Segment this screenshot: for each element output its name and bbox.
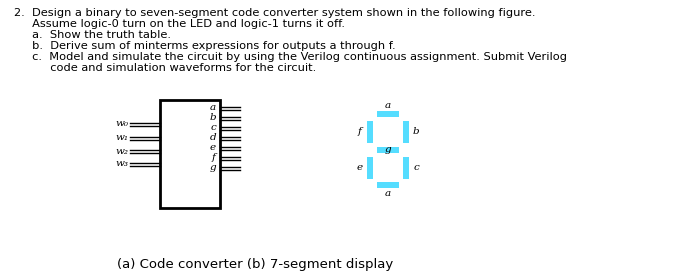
Text: e: e [357, 163, 363, 172]
Bar [403, 156, 409, 178]
Bar [160, 100, 220, 208]
Text: 2.  Design a binary to seven-segment code converter system shown in the followin: 2. Design a binary to seven-segment code… [14, 8, 536, 18]
Text: f: f [358, 128, 362, 137]
Text: w₂: w₂ [115, 147, 128, 156]
Text: b: b [413, 128, 419, 137]
Bar [377, 182, 399, 188]
Text: c.  Model and simulate the circuit by using the Verilog continuous assignment. S: c. Model and simulate the circuit by usi… [14, 52, 567, 62]
Text: a: a [385, 100, 391, 110]
Text: a: a [385, 190, 391, 199]
Text: d: d [209, 134, 216, 143]
Text: c: c [210, 123, 216, 132]
Text: w₀: w₀ [115, 119, 128, 128]
Text: b.  Derive sum of minterms expressions for outputs a through f.: b. Derive sum of minterms expressions fo… [14, 41, 395, 51]
Text: e: e [210, 144, 216, 153]
Bar [377, 111, 399, 117]
Bar [367, 121, 373, 143]
Text: g: g [385, 146, 391, 154]
Text: f: f [212, 153, 216, 162]
Text: b: b [209, 113, 216, 122]
Text: (a) Code converter (b) 7-segment display: (a) Code converter (b) 7-segment display [117, 258, 393, 271]
Text: Assume logic-0 turn on the LED and logic-1 turns it off.: Assume logic-0 turn on the LED and logic… [14, 19, 345, 29]
Text: c: c [413, 163, 419, 172]
Bar [377, 147, 399, 153]
Text: code and simulation waveforms for the circuit.: code and simulation waveforms for the ci… [14, 63, 316, 73]
Bar [403, 121, 409, 143]
Bar [367, 156, 373, 178]
Text: a: a [210, 104, 216, 113]
Text: w₃: w₃ [115, 159, 128, 168]
Text: g: g [209, 163, 216, 172]
Text: w₁: w₁ [115, 134, 128, 143]
Text: a.  Show the truth table.: a. Show the truth table. [14, 30, 171, 40]
